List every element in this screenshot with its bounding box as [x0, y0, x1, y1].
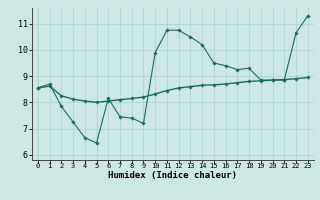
- X-axis label: Humidex (Indice chaleur): Humidex (Indice chaleur): [108, 171, 237, 180]
